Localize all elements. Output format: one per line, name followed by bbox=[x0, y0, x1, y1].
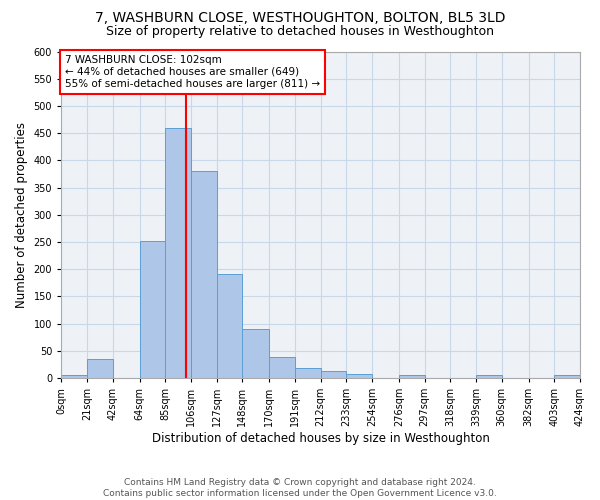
Text: Size of property relative to detached houses in Westhoughton: Size of property relative to detached ho… bbox=[106, 25, 494, 38]
Bar bbox=[346, 374, 372, 378]
Text: 7 WASHBURN CLOSE: 102sqm
← 44% of detached houses are smaller (649)
55% of semi-: 7 WASHBURN CLOSE: 102sqm ← 44% of detach… bbox=[65, 56, 320, 88]
Bar bbox=[140, 241, 165, 378]
Bar bbox=[191, 171, 217, 378]
Bar bbox=[295, 368, 320, 378]
Bar bbox=[61, 376, 87, 378]
Bar bbox=[242, 328, 269, 378]
Bar bbox=[320, 371, 346, 378]
Bar bbox=[165, 128, 191, 378]
Bar bbox=[399, 375, 425, 378]
X-axis label: Distribution of detached houses by size in Westhoughton: Distribution of detached houses by size … bbox=[152, 432, 490, 445]
Text: Contains HM Land Registry data © Crown copyright and database right 2024.
Contai: Contains HM Land Registry data © Crown c… bbox=[103, 478, 497, 498]
Bar bbox=[554, 376, 580, 378]
Text: 7, WASHBURN CLOSE, WESTHOUGHTON, BOLTON, BL5 3LD: 7, WASHBURN CLOSE, WESTHOUGHTON, BOLTON,… bbox=[95, 12, 505, 26]
Y-axis label: Number of detached properties: Number of detached properties bbox=[15, 122, 28, 308]
Bar bbox=[476, 375, 502, 378]
Bar bbox=[217, 274, 242, 378]
Bar bbox=[269, 358, 295, 378]
Bar bbox=[87, 359, 113, 378]
